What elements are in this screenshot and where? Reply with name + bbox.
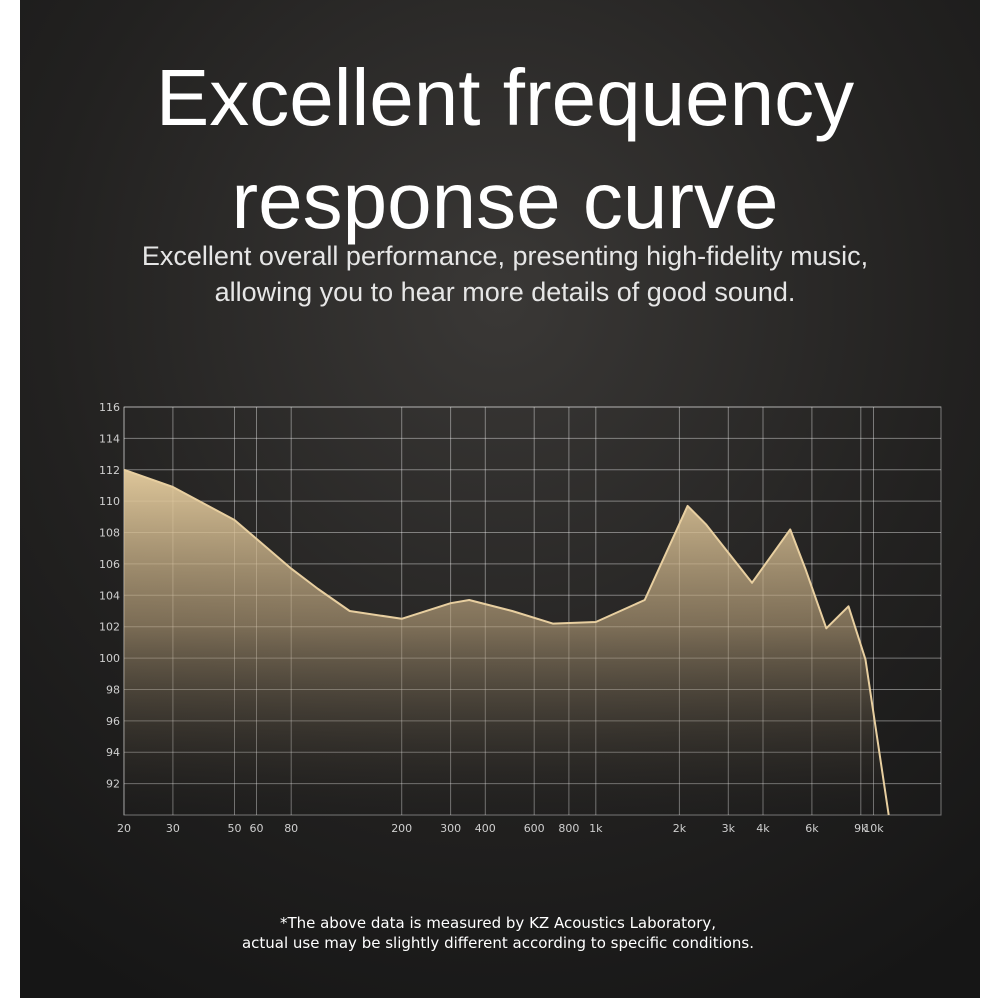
y-tick-label: 96: [106, 715, 120, 728]
y-tick-label: 100: [99, 652, 120, 665]
y-tick-label: 116: [99, 401, 120, 414]
response-curve: [123, 468, 890, 816]
y-tick-label: 104: [99, 589, 120, 602]
y-tick-label: 106: [99, 558, 120, 571]
x-tick-label: 300: [440, 822, 461, 835]
title: response curve: [232, 156, 779, 245]
footnote: actual use may be slightly different acc…: [242, 934, 754, 952]
title: Excellent frequency: [156, 53, 854, 142]
x-tick-label: 6k: [805, 822, 819, 835]
x-tick-label: 800: [558, 822, 579, 835]
footnote: *The above data is measured by KZ Acoust…: [280, 914, 716, 932]
x-tick-label: 9k: [854, 822, 868, 835]
x-tick-label: 200: [391, 822, 412, 835]
y-tick-label: 112: [99, 464, 120, 477]
x-tick-label: 3k: [722, 822, 736, 835]
x-tick-label: 50: [228, 822, 242, 835]
x-tick-label: 10k: [863, 822, 884, 835]
x-tick-label: 2k: [673, 822, 687, 835]
y-tick-label: 114: [99, 432, 120, 445]
y-tick-label: 92: [106, 778, 120, 791]
y-tick-label: 94: [106, 746, 120, 759]
x-tick-label: 600: [524, 822, 545, 835]
y-tick-label: 98: [106, 683, 120, 696]
y-tick-label: 110: [99, 495, 120, 508]
subtitle: allowing you to hear more details of goo…: [215, 277, 796, 307]
y-tick-label: 102: [99, 621, 120, 634]
x-tick-label: 80: [284, 822, 298, 835]
x-tick-label: 60: [249, 822, 263, 835]
x-tick-label: 30: [166, 822, 180, 835]
x-tick-label: 400: [475, 822, 496, 835]
x-tick-label: 1k: [589, 822, 603, 835]
subtitle: Excellent overall performance, presentin…: [142, 241, 868, 271]
x-tick-label: 20: [117, 822, 131, 835]
x-tick-label: 4k: [756, 822, 770, 835]
y-tick-label: 108: [99, 527, 120, 540]
area-fill: [124, 469, 889, 815]
